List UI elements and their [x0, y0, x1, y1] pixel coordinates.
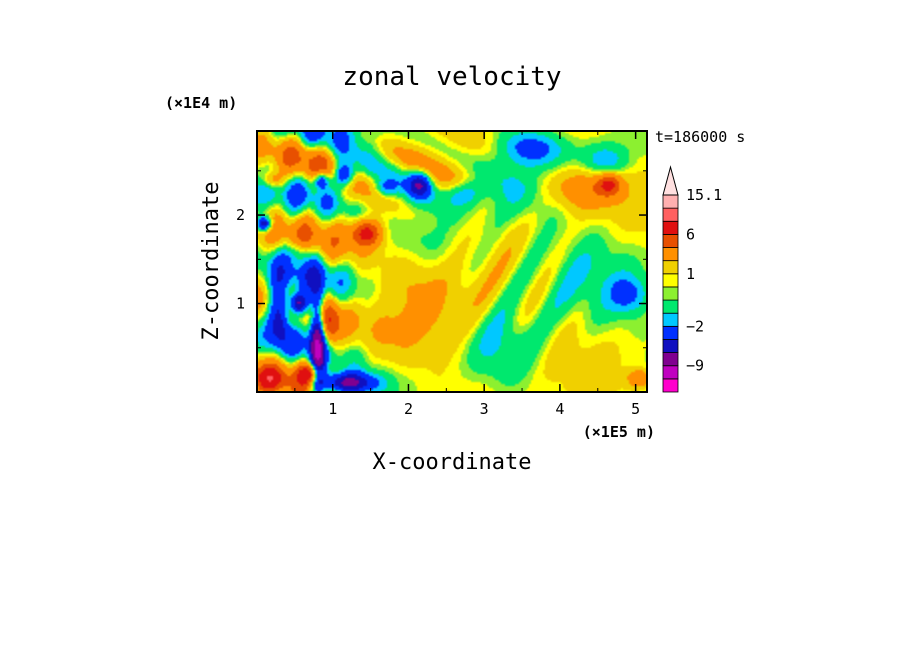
colorbar: 15.1 6 1 −2 −9: [662, 165, 722, 393]
colorbar-label: −9: [686, 357, 704, 375]
colorbar-segment: [662, 273, 679, 288]
colorbar-segment: [662, 325, 679, 340]
x-tick-label: 4: [555, 400, 564, 418]
x-axis-label: X-coordinate: [373, 450, 532, 475]
colorbar-segment: [662, 260, 679, 275]
colorbar-segment: [662, 299, 679, 314]
colorbar-segment: [662, 312, 679, 327]
colorbar-segment: [662, 247, 679, 262]
colorbar-segment: [662, 339, 679, 354]
colorbar-segment: [662, 220, 679, 235]
y-axis-ticks: 12: [236, 170, 647, 349]
colorbar-label: 1: [686, 265, 695, 283]
timestamp-label: t=186000 s: [655, 128, 745, 146]
colorbar-segment: [662, 286, 679, 301]
y-axis-unit: (×1E4 m): [165, 94, 237, 112]
colorbar-label: −2: [686, 317, 704, 335]
plot-frame: [256, 130, 648, 393]
x-axis-unit: (×1E5 m): [583, 423, 655, 441]
velocity-field: [257, 131, 647, 392]
colorbar-extend-arrow: [662, 165, 679, 196]
x-tick-label: 5: [631, 400, 640, 418]
x-axis-ticks: 1 2 3 4 5: [294, 131, 640, 418]
x-tick-label: 2: [404, 400, 413, 418]
colorbar-segment: [662, 233, 679, 248]
colorbar-label: 6: [686, 225, 695, 243]
colorbar-segment: [662, 352, 679, 367]
y-axis-label: Z-coordinate: [199, 182, 224, 341]
x-tick-label: 1: [328, 400, 337, 418]
colorbar-label: 15.1: [686, 186, 722, 204]
x-tick-label: 3: [480, 400, 489, 418]
colorbar-segment: [662, 365, 679, 380]
chart-title: zonal velocity: [342, 62, 561, 92]
colorbar-segment: [662, 194, 679, 209]
colorbar-segment: [662, 207, 679, 222]
y-tick-label: 1: [236, 295, 245, 313]
y-tick-label: 2: [236, 206, 245, 224]
colorbar-segment: [662, 378, 679, 393]
